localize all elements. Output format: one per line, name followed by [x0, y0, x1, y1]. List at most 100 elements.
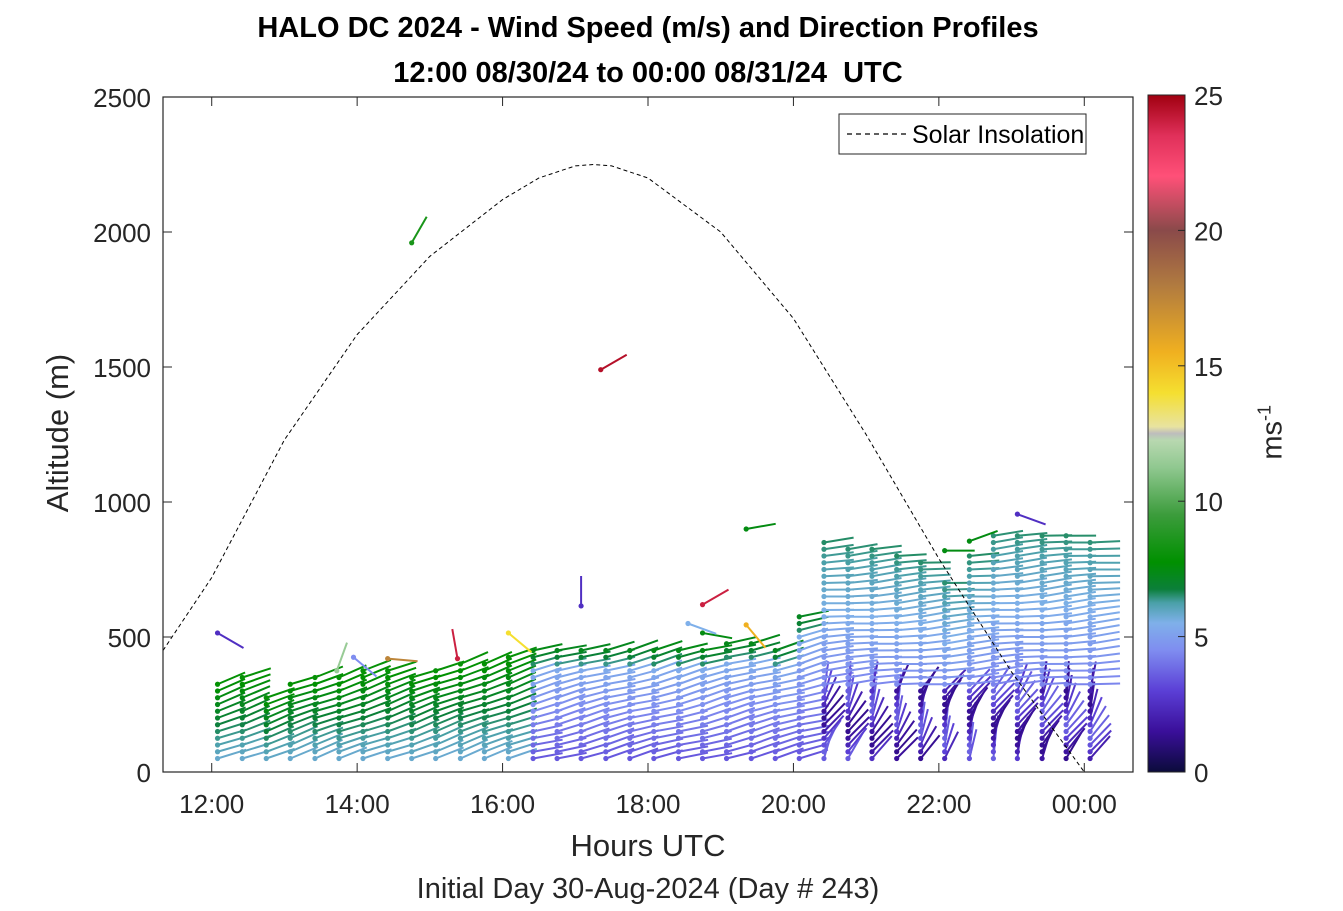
wind-vector-dot — [918, 755, 924, 762]
wind-vector-dot — [481, 715, 487, 721]
wind-vector — [993, 664, 1024, 672]
wind-vector-dot — [214, 742, 221, 748]
wind-vector-dot — [651, 749, 657, 755]
wind-vector-dot — [505, 755, 511, 762]
wind-vector-dot — [966, 695, 972, 701]
wind-vector-outlier — [507, 632, 533, 653]
wind-vector-dot — [699, 715, 706, 721]
wind-vector-dot — [821, 654, 827, 660]
wind-vector-dot — [651, 695, 657, 701]
wind-vector-dot — [481, 674, 487, 681]
wind-vector-dot — [1063, 539, 1069, 546]
wind-vector-dot — [845, 580, 851, 586]
wind-vector-outlier — [352, 656, 378, 678]
wind-vector — [1017, 673, 1048, 679]
wind-vector-dot — [675, 735, 682, 741]
wind-vector-dot — [336, 688, 342, 694]
wind-vector-dot — [627, 715, 633, 721]
wind-vector-dot — [554, 708, 560, 714]
wind-vector-dot — [554, 749, 560, 755]
wind-vector — [338, 678, 368, 692]
wind-vector-dot — [845, 674, 851, 681]
wind-vector — [969, 664, 1000, 672]
wind-vector-dot — [990, 755, 996, 762]
legend-solar-label: Solar Insolation — [912, 121, 1084, 149]
wind-vector — [1016, 688, 1039, 712]
wind-vector — [387, 684, 416, 699]
wind-vector-dot — [772, 688, 778, 694]
wind-vector-dot — [1087, 593, 1093, 600]
wind-vector — [993, 564, 1024, 571]
wind-vector-dot — [312, 722, 318, 728]
wind-vector-dot — [651, 681, 657, 687]
wind-vector-dot — [603, 708, 609, 714]
wind-vector — [483, 650, 513, 665]
wind-vector-dot — [1063, 755, 1069, 762]
wind-vector-dot — [457, 728, 463, 735]
wind-vector-dot — [603, 695, 609, 701]
wind-vector — [507, 664, 537, 679]
wind-vector — [241, 673, 271, 686]
wind-vector — [387, 660, 417, 672]
wind-vector-dot — [869, 708, 875, 714]
wind-vector — [919, 725, 938, 753]
wind-vector — [1089, 630, 1120, 638]
wind-vector-dot — [603, 722, 609, 728]
wind-vector-dot — [990, 674, 996, 681]
wind-vector-dot — [796, 627, 802, 633]
wind-vector-dot — [990, 661, 996, 667]
wind-vector-dot — [1014, 587, 1020, 593]
wind-vector-dot — [505, 715, 511, 721]
wind-vector-dot — [772, 661, 778, 667]
wind-vector-outlier — [387, 657, 418, 663]
wind-vector-dot — [385, 695, 391, 701]
wind-vector-dot — [239, 742, 245, 748]
wind-vector-dot — [385, 688, 391, 694]
wind-vector-dot — [651, 735, 657, 741]
wind-vector-dot — [457, 755, 463, 762]
wind-vector-dot — [894, 560, 900, 566]
wind-vector-dot — [675, 661, 682, 667]
wind-vector-dot — [530, 735, 536, 741]
wind-vector-dot — [214, 749, 221, 755]
wind-vector — [920, 631, 951, 638]
wind-vector-dot — [1014, 627, 1020, 633]
wind-vector-dot — [845, 728, 851, 735]
wind-vector-dot — [1063, 627, 1069, 633]
wind-vector-dot — [845, 701, 851, 708]
wind-vector-dot — [796, 647, 802, 654]
wind-vector-dot — [966, 661, 972, 667]
wind-vector-dot — [530, 695, 536, 701]
wind-vector-dot — [481, 695, 487, 701]
wind-vector-dot — [1039, 553, 1045, 559]
y-tick-label: 0 — [137, 758, 151, 788]
wind-vector-dot — [918, 749, 924, 755]
y-axis-label: Altitude (m) — [40, 353, 75, 513]
wind-vector-dot — [481, 735, 487, 741]
wind-vector-dot — [748, 661, 754, 667]
wind-vector-outlier — [217, 632, 245, 649]
y-tick-label: 1000 — [93, 488, 151, 518]
wind-vector-dot — [1014, 580, 1020, 586]
wind-vector-dot — [675, 668, 682, 674]
wind-vector-dot — [869, 627, 875, 633]
wind-vector-dot — [942, 654, 948, 660]
wind-vector-dot — [918, 735, 924, 741]
wind-vector-dot — [942, 593, 948, 600]
wind-vector-dot — [578, 708, 584, 714]
wind-vector-dot — [603, 755, 609, 762]
wind-vector — [823, 709, 846, 733]
wind-vector-dot — [699, 654, 706, 660]
wind-vector — [944, 651, 975, 659]
wind-vector-dot — [554, 728, 560, 735]
colorbar-tick-label: 0 — [1194, 758, 1208, 788]
wind-vector-dot — [966, 674, 972, 681]
wind-vector-dot — [578, 695, 584, 701]
wind-vector-outlier — [969, 529, 998, 543]
wind-vector-dot — [675, 695, 682, 701]
wind-vector-dot — [1039, 688, 1045, 694]
wind-vector-dot — [360, 708, 366, 714]
wind-vector-dot — [845, 647, 851, 654]
wind-vector-dot — [869, 742, 875, 748]
wind-vector — [823, 551, 854, 557]
